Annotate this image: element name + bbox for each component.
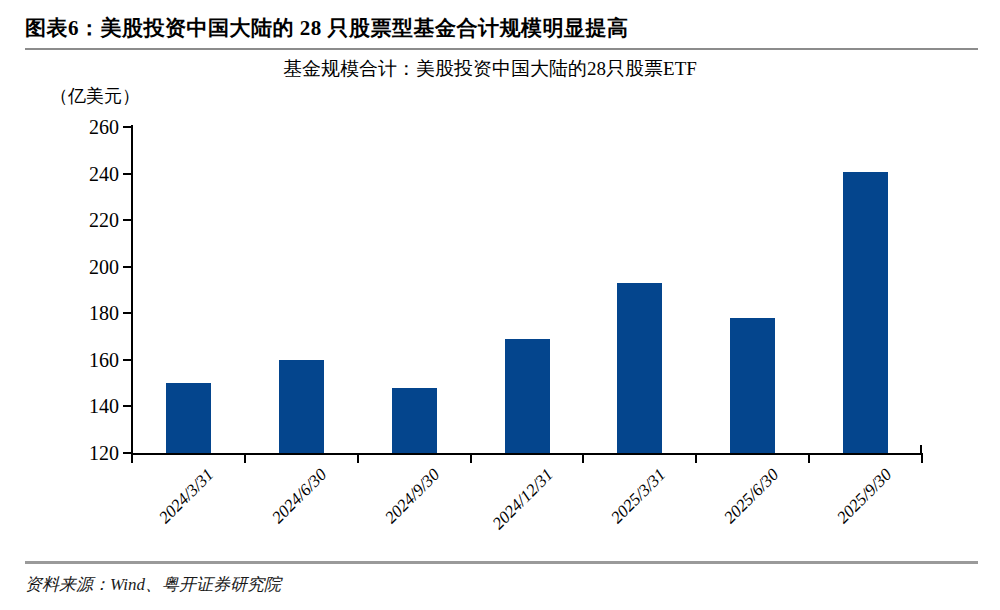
title-underline: [25, 48, 978, 50]
y-axis-unit-label: （亿美元）: [50, 84, 140, 108]
x-axis-tick: [921, 455, 923, 463]
bar-2024/6/30: [279, 360, 324, 453]
x-axis-line: [131, 453, 923, 455]
x-axis-tick: [582, 455, 584, 463]
x-axis-tick: [357, 455, 359, 463]
x-axis-category-label: 2024/3/31: [156, 465, 219, 528]
bar-2024/9/30: [392, 388, 437, 453]
x-axis-category-label: 2024/12/31: [488, 465, 557, 534]
y-axis-tick-label: 260: [59, 114, 119, 140]
figure-title: 图表6：美股投资中国大陆的 28 只股票型基金合计规模明显提高: [25, 14, 975, 42]
y-axis-tick-label: 180: [59, 300, 119, 326]
y-axis-tick: [123, 312, 132, 314]
x-axis-tick: [131, 455, 133, 463]
y-axis-tick: [123, 452, 132, 454]
bar-2024/12/31: [505, 339, 550, 453]
x-axis-category-label: 2024/6/30: [269, 465, 332, 528]
y-axis-tick-label: 200: [59, 254, 119, 280]
bar-2025/9/30: [843, 172, 888, 453]
y-axis-tick: [123, 359, 132, 361]
x-axis-category-label: 2025/9/30: [833, 465, 896, 528]
y-axis-tick: [123, 126, 132, 128]
y-axis-tick: [123, 219, 132, 221]
y-axis-tick-label: 120: [59, 440, 119, 466]
x-axis-category-label: 2024/9/30: [381, 465, 444, 528]
report-figure-page: 图表6：美股投资中国大陆的 28 只股票型基金合计规模明显提高 基金规模合计：美…: [0, 0, 1000, 610]
y-axis-tick-label: 240: [59, 161, 119, 187]
data-source-note: 资料来源：Wind、粤开证券研究院: [25, 573, 281, 596]
x-axis-tick: [808, 455, 810, 463]
x-axis-tick: [470, 455, 472, 463]
y-axis-tick-label: 220: [59, 207, 119, 233]
y-axis-tick: [123, 266, 132, 268]
x-axis-category-label: 2025/3/31: [607, 465, 670, 528]
x-axis-category-label: 2025/6/30: [720, 465, 783, 528]
y-axis-tick: [123, 405, 132, 407]
bar-2024/3/31: [166, 383, 211, 453]
x-axis-end-tick: [920, 445, 922, 453]
y-axis-tick: [123, 173, 132, 175]
y-axis-tick-label: 160: [59, 347, 119, 373]
y-axis-tick-label: 140: [59, 393, 119, 419]
footer-divider: [25, 561, 978, 564]
chart-title: 基金规模合计：美股投资中国大陆的28只股票ETF: [80, 56, 900, 82]
x-axis-tick: [695, 455, 697, 463]
x-axis-tick: [244, 455, 246, 463]
bar-2025/3/31: [617, 283, 662, 453]
bar-2025/6/30: [730, 318, 775, 453]
